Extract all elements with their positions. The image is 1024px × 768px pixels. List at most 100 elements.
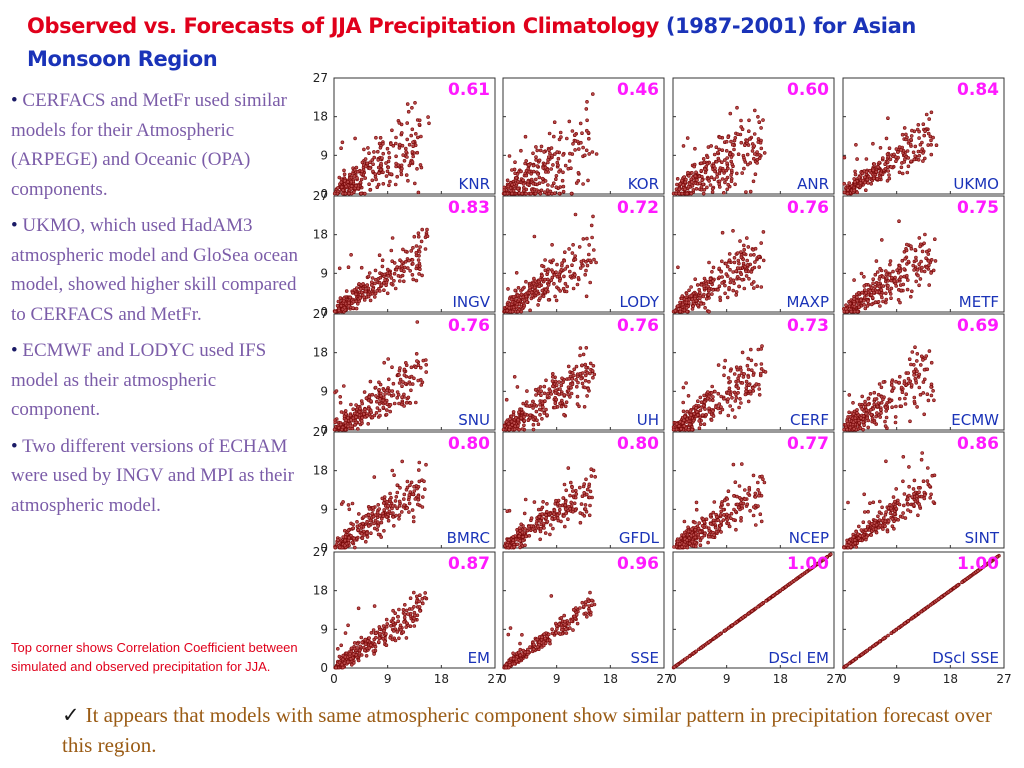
scatter-point	[404, 173, 409, 177]
scatter-point	[705, 161, 710, 166]
scatter-point	[914, 359, 919, 363]
scatter-point	[905, 135, 909, 140]
scatter-point	[381, 636, 386, 641]
scatter-point	[349, 402, 353, 407]
scatter-point	[689, 191, 694, 196]
scatter-point	[890, 388, 895, 393]
scatter-point	[697, 426, 702, 431]
scatter-point	[759, 347, 764, 351]
scatter-point	[376, 532, 381, 537]
scatter-point	[387, 497, 392, 502]
scatter-point	[404, 400, 409, 405]
scatter-point	[735, 494, 739, 499]
scatter-point	[417, 272, 421, 276]
scatter-point	[343, 191, 348, 196]
scatter-point	[753, 172, 758, 176]
scatter-point	[534, 158, 538, 162]
scatter-point	[569, 391, 574, 396]
scatter-point	[365, 519, 369, 524]
scatter-point	[528, 413, 533, 418]
scatter-point	[397, 636, 401, 641]
scatter-point	[735, 274, 740, 279]
scatter-point	[351, 299, 356, 304]
scatter-point	[372, 526, 377, 531]
scatter-point	[919, 354, 924, 359]
scatter-point	[513, 160, 517, 164]
scatter-point	[359, 265, 364, 270]
scatter-point	[553, 401, 558, 406]
scatter-point	[685, 409, 689, 414]
scatter-point	[576, 171, 581, 175]
scatter-point	[703, 167, 707, 172]
y-tick-label: 27	[313, 189, 328, 203]
scatter-point	[407, 258, 411, 263]
scatter-point	[358, 644, 363, 649]
scatter-point	[890, 405, 894, 410]
scatter-point	[879, 288, 884, 292]
scatter-point	[409, 365, 414, 370]
scatter-point	[752, 253, 756, 257]
scatter-point	[728, 379, 732, 384]
scatter-point	[744, 269, 748, 274]
scatter-point	[336, 299, 341, 304]
scatter-point	[370, 178, 375, 183]
scatter-point	[846, 188, 850, 192]
scatter-point	[585, 118, 589, 123]
scatter-point	[356, 528, 361, 532]
scatter-point	[423, 247, 428, 251]
scatter-point	[864, 408, 869, 413]
scatter-point	[913, 144, 918, 149]
scatter-point	[580, 381, 585, 386]
scatter-point	[701, 182, 706, 187]
scatter-point	[424, 462, 428, 467]
scatter-point	[701, 157, 706, 161]
scatter-point	[533, 387, 538, 392]
scatter-point	[340, 140, 345, 145]
scatter-point	[524, 400, 529, 404]
scatter-point	[564, 289, 569, 294]
scatter-point	[370, 511, 375, 516]
scatter-point	[861, 414, 866, 418]
scatter-point	[529, 516, 534, 521]
scatter-point	[399, 510, 404, 514]
scatter-point	[375, 149, 380, 154]
scatter-point	[703, 305, 707, 310]
scatter-point	[729, 168, 734, 173]
scatter-point	[365, 413, 370, 418]
scatter-point	[744, 190, 748, 194]
scatter-point	[568, 506, 572, 511]
scatter-point	[586, 136, 591, 141]
scatter-point	[415, 150, 420, 155]
scatter-point	[587, 495, 592, 500]
scatter-point	[584, 345, 589, 350]
scatter-point	[366, 513, 371, 517]
scatter-point	[369, 630, 374, 635]
scatter-point	[373, 268, 378, 273]
scatter-point	[415, 167, 419, 171]
panel-label: MAXP	[786, 293, 829, 311]
scatter-point	[747, 383, 751, 388]
scatter-point	[732, 147, 736, 152]
scatter-point	[335, 646, 340, 651]
scatter-point	[363, 157, 368, 161]
scatter-point	[685, 191, 689, 196]
scatter-point	[545, 188, 550, 192]
scatter-point	[680, 302, 685, 307]
panel-label: GFDL	[619, 529, 660, 547]
scatter-point	[678, 309, 683, 314]
scatter-point	[550, 384, 555, 389]
scatter-point	[563, 281, 568, 286]
scatter-point	[842, 155, 847, 160]
scatter-point	[929, 271, 933, 275]
scatter-point	[502, 185, 507, 190]
scatter-point	[387, 183, 391, 188]
scatter-point	[395, 390, 400, 394]
conclusion-bullet: ✓ It appears that models with same atmosp…	[62, 700, 992, 760]
scatter-point	[695, 399, 700, 404]
scatter-point	[388, 491, 392, 496]
scatter-point	[912, 491, 916, 496]
scatter-point	[889, 275, 894, 280]
scatter-point	[675, 304, 680, 308]
scatter-point	[374, 631, 378, 636]
